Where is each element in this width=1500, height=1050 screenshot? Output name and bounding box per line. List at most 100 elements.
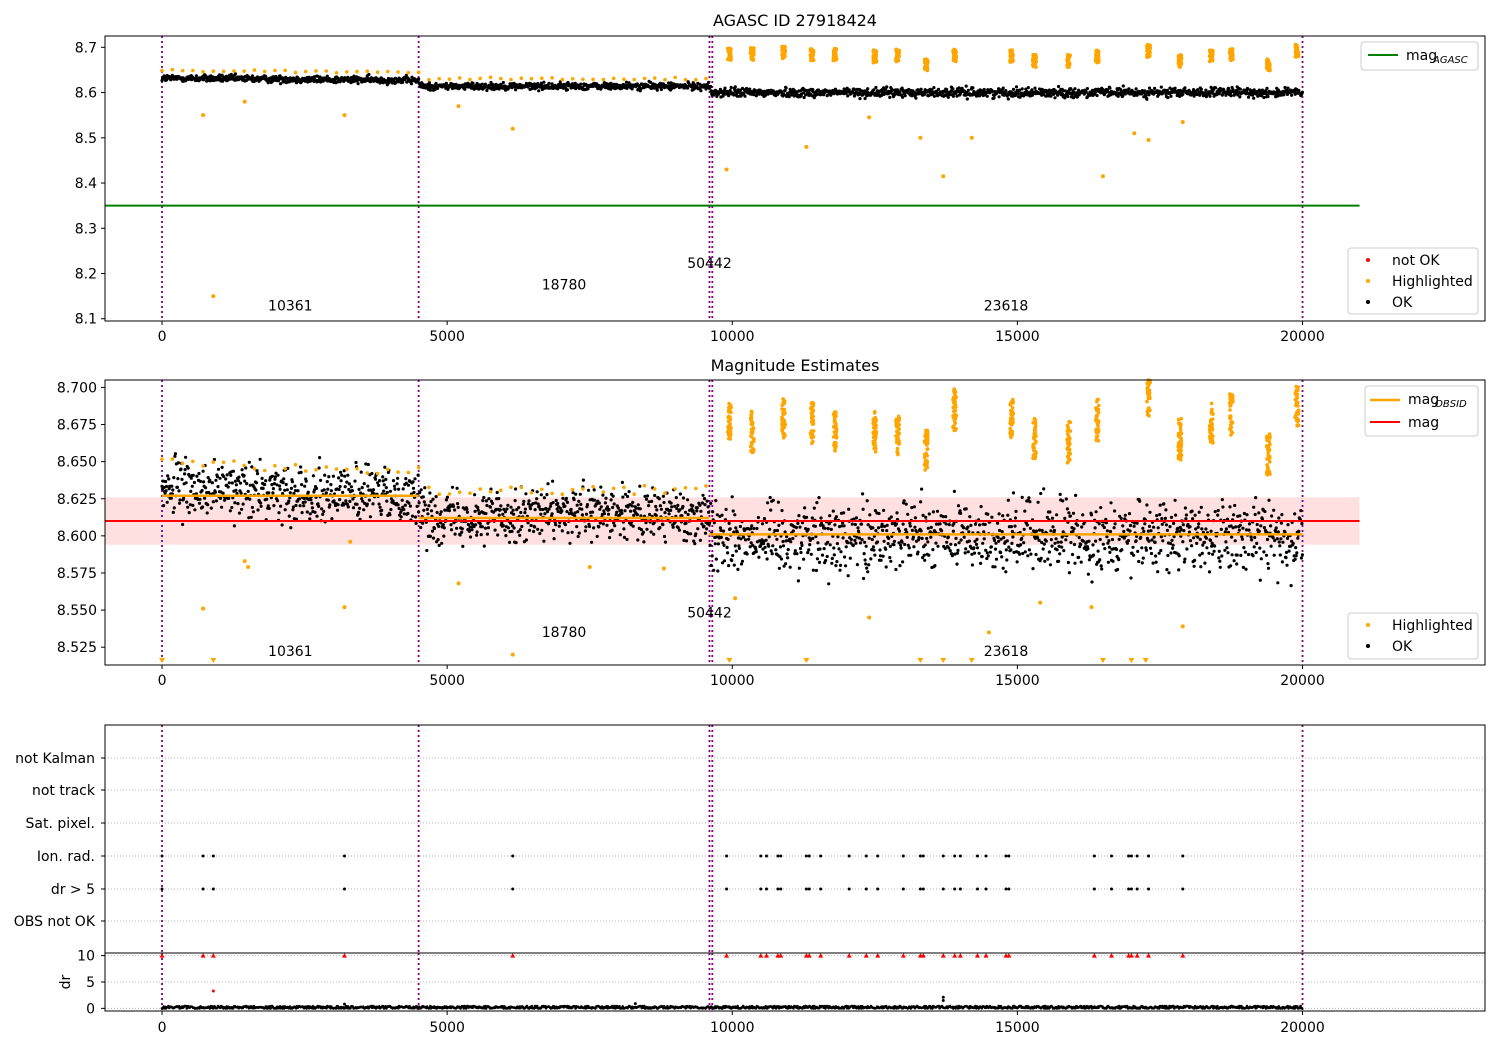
highlighted-point (550, 76, 554, 80)
ok-point (395, 482, 399, 486)
y-tick-label: 8.1 (75, 312, 97, 328)
ok-point (706, 505, 710, 509)
ok-point (1072, 527, 1076, 531)
ok-point (411, 486, 416, 490)
ok-point (453, 532, 457, 536)
ok-point (957, 541, 961, 545)
ok-point (347, 482, 351, 486)
highlighted-point (447, 77, 452, 81)
ok-point (743, 94, 747, 98)
highlighted-point (386, 69, 390, 74)
ok-point (480, 82, 484, 86)
ok-point (321, 512, 325, 517)
ok-point (213, 490, 217, 494)
ok-point (926, 540, 930, 544)
ok-point (524, 538, 529, 542)
y-tick-label: 8.4 (75, 176, 97, 192)
ok-point (484, 499, 488, 503)
highlighted-point (457, 76, 462, 80)
ok-point (1126, 539, 1130, 543)
ok-point (986, 554, 990, 558)
ok-point (1018, 88, 1022, 92)
ok-point (885, 523, 889, 528)
ok-point (294, 81, 299, 85)
ok-point (822, 547, 826, 551)
ok-point (1042, 542, 1046, 546)
ok-point (432, 526, 437, 531)
ok-point (1097, 522, 1101, 526)
ok-point (165, 500, 169, 504)
ok-point (1265, 86, 1269, 90)
ok-point (535, 490, 539, 494)
ok-point (703, 531, 708, 535)
ok-point (317, 504, 321, 508)
ok-point (1079, 542, 1083, 547)
ok-point (709, 85, 713, 89)
ok-point (508, 521, 513, 525)
highlighted-point (416, 70, 421, 75)
ok-point (315, 514, 319, 518)
highlighted-point (652, 76, 657, 80)
ok-point (1093, 526, 1097, 530)
ok-point (734, 549, 738, 553)
ok-point (428, 491, 432, 495)
ok-point (797, 566, 802, 570)
ok-point (1049, 94, 1053, 98)
ok-point (996, 535, 1000, 540)
ok-point (908, 524, 912, 528)
ok-point (691, 504, 695, 508)
ok-point (677, 528, 682, 532)
ok-point (919, 87, 923, 91)
ok-point (473, 509, 477, 513)
ok-point (1025, 523, 1029, 527)
ok-point (437, 524, 441, 529)
ok-point (777, 566, 782, 570)
ok-point (1013, 524, 1017, 528)
ok-point (701, 493, 705, 497)
ok-point (451, 504, 456, 508)
ok-point (524, 492, 528, 496)
ok-point (670, 505, 674, 509)
ok-point (277, 511, 281, 515)
ok-point (662, 534, 667, 539)
ok-point (419, 525, 423, 530)
ok-point (229, 72, 233, 77)
ok-point (442, 526, 446, 530)
highlighted-point (1032, 53, 1037, 57)
ok-point (820, 553, 825, 557)
highlighted-point (871, 60, 876, 65)
ok-point (1009, 548, 1013, 552)
ok-point (497, 497, 501, 501)
ok-point (1042, 487, 1046, 491)
ok-point (211, 500, 215, 504)
ok-point (558, 80, 562, 84)
ok-point (913, 525, 917, 529)
highlighted-point (252, 68, 257, 72)
ok-point (528, 507, 533, 511)
ok-point (828, 543, 832, 547)
ok-point (790, 93, 794, 97)
ok-point (811, 568, 815, 572)
ok-point (577, 499, 581, 503)
ok-point (1052, 528, 1057, 533)
ok-point (259, 504, 263, 508)
ok-point (871, 545, 876, 549)
ok-point (583, 529, 588, 533)
ok-point (888, 95, 892, 99)
ok-point (771, 498, 775, 502)
ok-point (1070, 552, 1075, 557)
ok-point (460, 527, 464, 531)
ok-point (721, 94, 725, 98)
ok-point (849, 537, 853, 542)
ok-point (514, 88, 518, 92)
ok-point (854, 541, 858, 545)
ok-point (501, 524, 505, 528)
ok-point (241, 502, 245, 506)
ok-point (667, 81, 671, 85)
ok-point (465, 507, 469, 511)
ok-point (406, 511, 410, 516)
ok-point (597, 501, 601, 505)
ok-point (267, 491, 271, 495)
chart-magnitude-estimates: Magnitude Estimates103611878050442236180… (57, 356, 1486, 689)
